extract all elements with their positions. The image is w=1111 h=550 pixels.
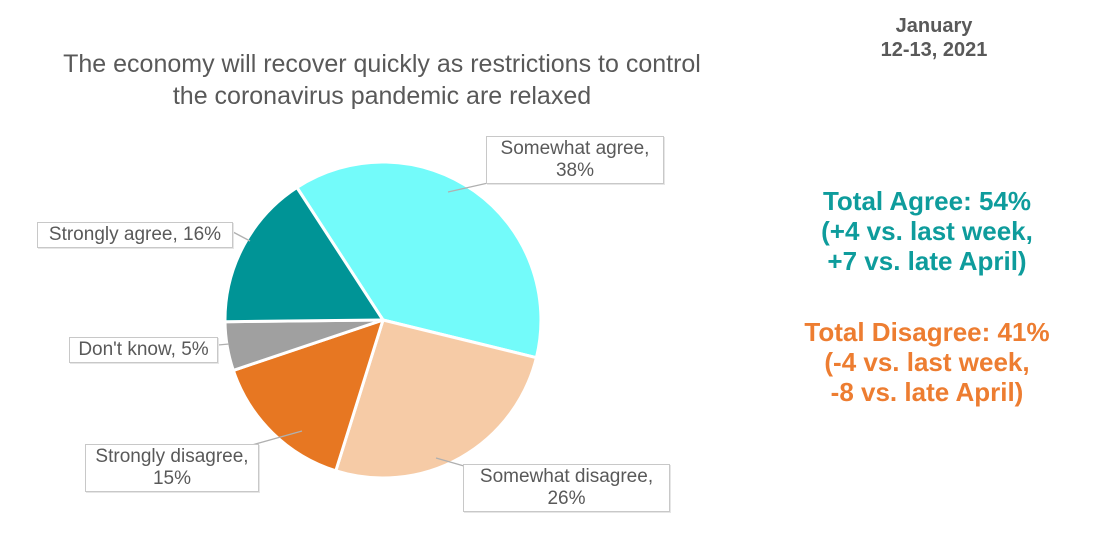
total-agree-line3: +7 vs. late April) — [827, 246, 1027, 276]
pie-slice-strongly-agree — [223, 186, 385, 324]
callout-somewhat-agree-value: 38% — [555, 160, 595, 181]
callout-strongly-agree: Strongly agree, 16% — [37, 222, 233, 248]
callout-somewhat-agree-label: Somewhat agree, — [500, 138, 650, 159]
callout-strongly-disagree: Strongly disagree, 15% — [85, 444, 259, 492]
total-disagree-line3: -8 vs. late April) — [830, 377, 1024, 407]
total-agree-line2: (+4 vs. last week, — [821, 216, 1033, 246]
callout-strongly-agree-label: Strongly agree, 16% — [48, 224, 222, 245]
callout-somewhat-agree: Somewhat agree, 38% — [486, 136, 664, 184]
total-disagree-annotation: Total Disagree: 41% (-4 vs. last week, -… — [762, 317, 1092, 407]
total-disagree-line2: (-4 vs. last week, — [824, 347, 1030, 377]
total-agree-line1: Total Agree: 54% — [822, 186, 1032, 216]
leader-strongly-disagree — [251, 430, 303, 446]
callout-somewhat-disagree: Somewhat disagree, 26% — [463, 464, 670, 512]
callout-strongly-disagree-value: 15% — [152, 468, 192, 489]
pie-slice-strongly-disagree — [231, 318, 385, 473]
survey-date: January 12-13, 2021 — [824, 14, 1044, 62]
chart-title-line2: the coronavirus pandemic are relaxed — [172, 82, 592, 110]
callout-dont-know: Don't know, 5% — [69, 337, 218, 363]
callout-somewhat-disagree-value: 26% — [547, 488, 586, 509]
pie-slice-somewhat-agree — [295, 160, 543, 360]
survey-date-line2: 12-13, 2021 — [880, 39, 988, 61]
chart-title: The economy will recover quickly as rest… — [0, 48, 764, 112]
callout-somewhat-disagree-label: Somewhat disagree, — [479, 466, 654, 487]
total-disagree-line1: Total Disagree: 41% — [804, 317, 1050, 347]
pie-slice-somewhat-disagree — [334, 318, 538, 480]
pie-slices — [223, 160, 543, 480]
total-agree-annotation: Total Agree: 54% (+4 vs. last week, +7 v… — [762, 186, 1092, 276]
leader-dont-know — [217, 343, 230, 346]
chart-title-line1: The economy will recover quickly as rest… — [63, 50, 701, 78]
survey-date-line1: January — [895, 15, 973, 37]
leader-somewhat-disagree — [435, 457, 465, 467]
callout-strongly-disagree-label: Strongly disagree, — [95, 446, 249, 467]
callout-dont-know-label: Don't know, 5% — [78, 339, 209, 360]
leader-strongly-agree — [232, 231, 251, 242]
